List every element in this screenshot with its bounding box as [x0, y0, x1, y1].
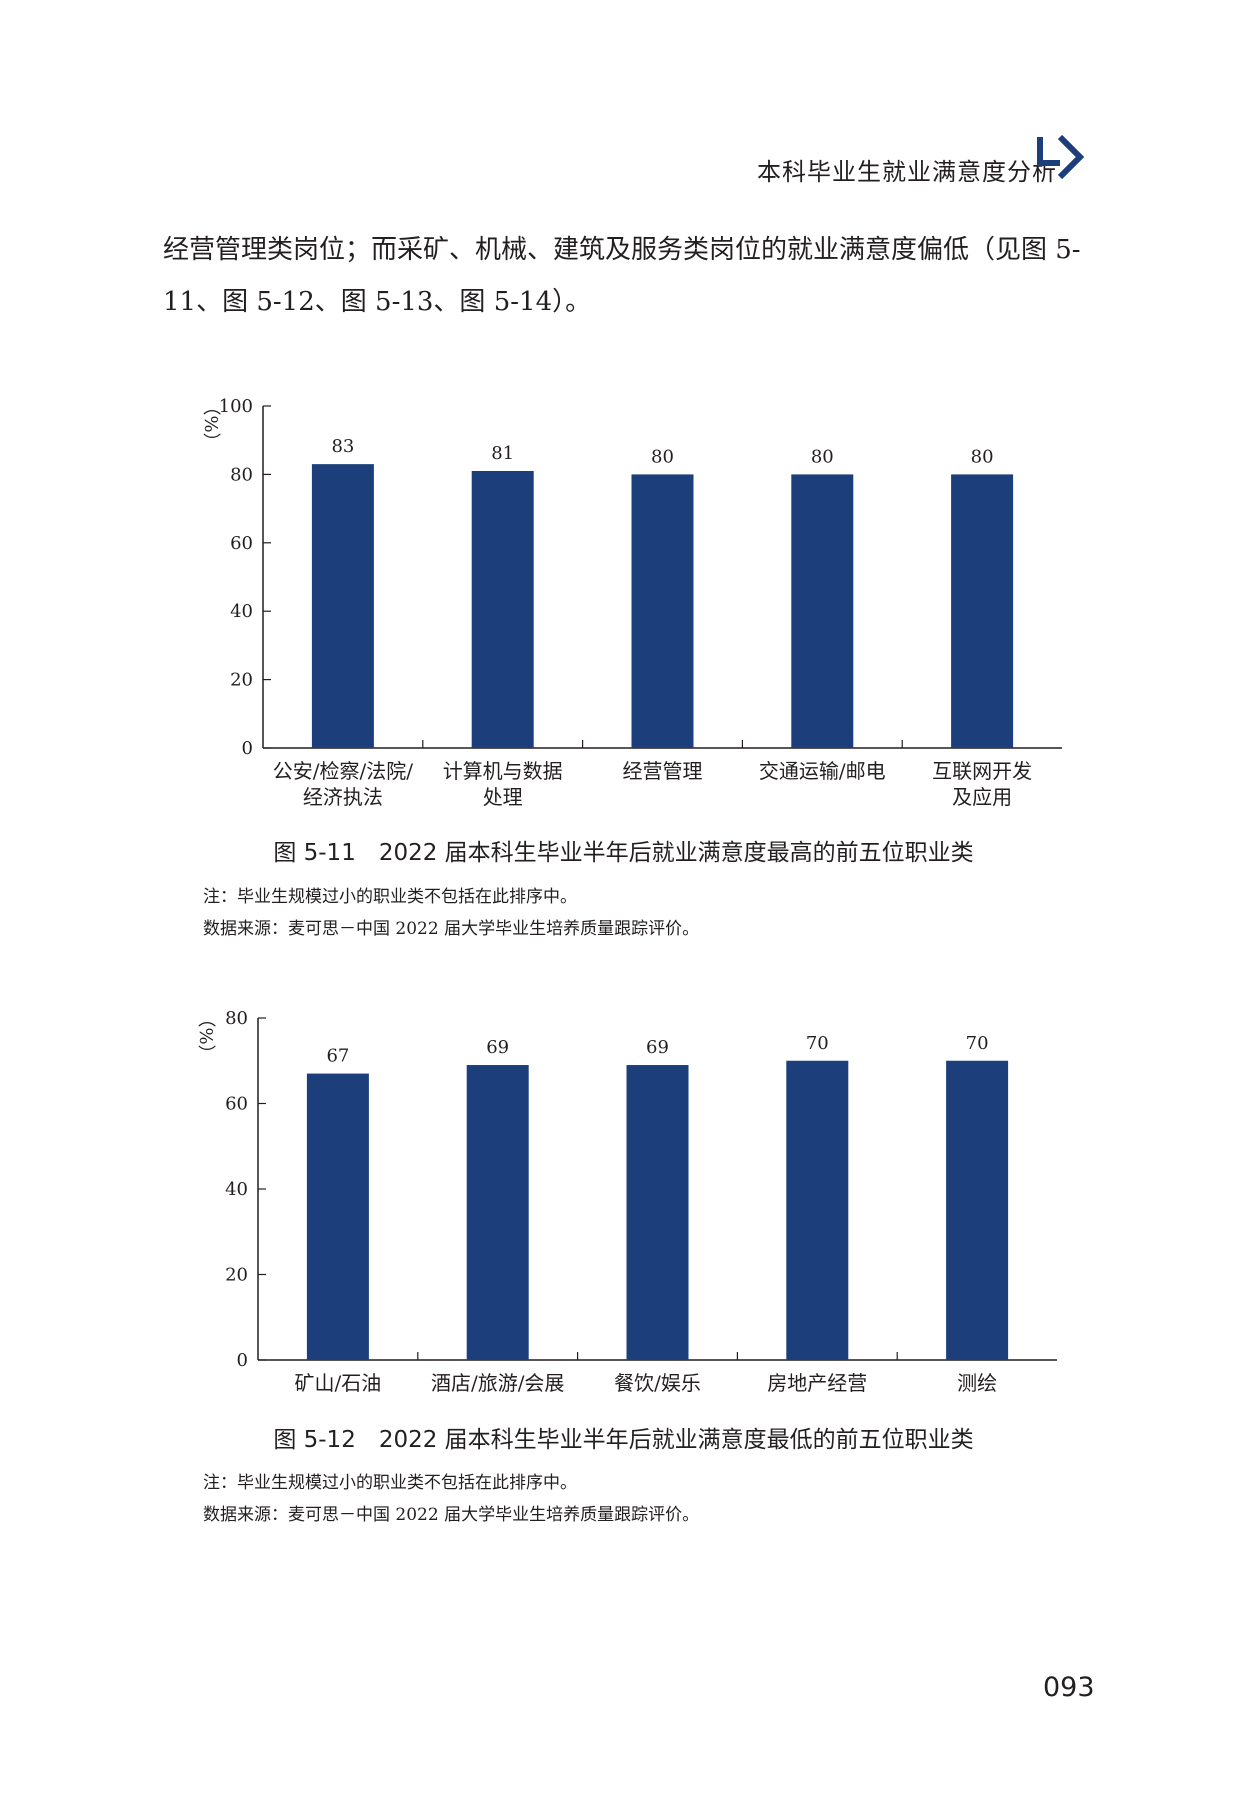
bar [951, 474, 1014, 748]
data-label: 70 [966, 1033, 989, 1054]
category-label: 矿山/石油 [295, 1371, 382, 1395]
y-tick-label: 80 [225, 1008, 248, 1029]
data-label: 80 [651, 446, 674, 467]
y-tick-label: 40 [225, 1179, 248, 1200]
chapter-arrow-icon [1037, 134, 1085, 179]
bar [306, 1073, 369, 1360]
figure-5-11-note: 注：毕业生规模过小的职业类不包括在此排序中。 [203, 887, 577, 907]
data-label: 80 [811, 446, 834, 467]
bar [786, 1060, 849, 1360]
y-tick-label: 60 [230, 533, 253, 554]
y-axis-label: （%） [195, 1009, 216, 1062]
body-paragraph: 经营管理类岗位；而采矿、机械、建筑及服务类岗位的就业满意度偏低（见图 5-11、… [163, 235, 1081, 317]
bar [471, 470, 534, 748]
category-label: 餐饮/娱乐 [614, 1371, 701, 1395]
page-number: 093 [1043, 1672, 1095, 1703]
chart-highest-satisfaction: 0 20 40 60 80 100（%） 83 公安/检察/法院/经济执法 81 计算机与数据处理… [200, 396, 1062, 809]
bar [631, 474, 694, 748]
figure-5-11-caption: 图 5-11 2022 届本科生毕业半年后就业满意度最高的前五位职业类 [273, 840, 974, 866]
bar [946, 1060, 1009, 1360]
chart-lowest-satisfaction: 0 20 40 60 80 （%） 67 矿山/石油 69 酒店/旅游/会展 69 餐饮/娱乐 70 房地… [195, 1008, 1057, 1395]
category-label: 交通运输/邮电 [759, 759, 886, 783]
figure-5-12-source: 数据来源：麦可思－中国 2022 届大学毕业生培养质量跟踪评价。 [203, 1505, 700, 1525]
category-label: 测绘 [957, 1371, 997, 1395]
y-tick-label: 100 [219, 396, 253, 417]
y-tick-label: 80 [230, 464, 253, 485]
bar [466, 1065, 529, 1360]
category-label: 互联网开发 [932, 759, 1032, 783]
data-label: 83 [331, 436, 354, 457]
category-label: 公安/检察/法院/ [273, 759, 413, 783]
y-tick-label: 40 [230, 601, 253, 622]
category-label: 计算机与数据 [443, 759, 563, 783]
header-title: 本科毕业生就业满意度分析 [757, 158, 1057, 186]
y-tick-label: 20 [230, 670, 253, 691]
data-label: 67 [326, 1046, 349, 1067]
y-tick-label: 0 [237, 1350, 248, 1371]
category-label: 及应用 [952, 785, 1012, 809]
category-label: 处理 [483, 785, 523, 809]
figure-5-12-caption: 图 5-12 2022 届本科生毕业半年后就业满意度最低的前五位职业类 [273, 1427, 974, 1453]
y-tick-label: 60 [225, 1094, 248, 1115]
category-label: 酒店/旅游/会展 [431, 1371, 564, 1395]
category-label: 经济执法 [303, 785, 383, 809]
y-tick-label: 0 [242, 738, 253, 759]
bar [791, 474, 854, 748]
data-label: 80 [971, 446, 994, 467]
data-label: 70 [806, 1033, 829, 1054]
category-label: 房地产经营 [767, 1371, 867, 1395]
category-label: 经营管理 [623, 759, 703, 783]
data-label: 81 [491, 443, 514, 464]
bar [626, 1065, 689, 1360]
figure-5-12-note: 注：毕业生规模过小的职业类不包括在此排序中。 [203, 1473, 577, 1493]
data-label: 69 [646, 1037, 669, 1058]
y-tick-label: 20 [225, 1265, 248, 1286]
figure-5-11-source: 数据来源：麦可思－中国 2022 届大学毕业生培养质量跟踪评价。 [203, 919, 700, 939]
y-axis-label: （%） [200, 397, 221, 450]
bar [311, 464, 374, 748]
data-label: 69 [486, 1037, 509, 1058]
